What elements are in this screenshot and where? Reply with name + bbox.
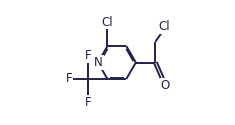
Text: O: O	[161, 79, 170, 92]
Text: F: F	[85, 96, 92, 109]
Text: F: F	[66, 72, 72, 85]
Text: Cl: Cl	[159, 20, 170, 33]
Text: N: N	[94, 56, 103, 69]
Text: Cl: Cl	[102, 16, 113, 29]
Text: F: F	[85, 49, 92, 62]
